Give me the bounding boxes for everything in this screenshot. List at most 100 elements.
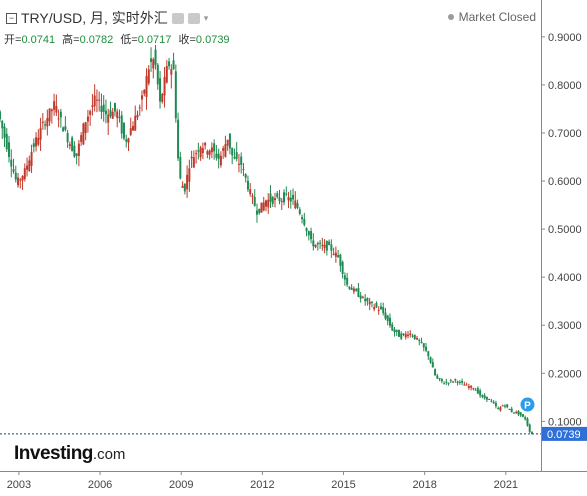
candle-body xyxy=(131,125,134,131)
candle-body xyxy=(91,105,94,108)
candle-body xyxy=(508,408,511,410)
candle-body xyxy=(35,137,38,147)
candle-body xyxy=(168,61,171,67)
candle-body xyxy=(409,333,412,335)
candle-body xyxy=(141,95,144,100)
candle-body xyxy=(393,329,396,332)
candle-body xyxy=(321,244,324,246)
candle-body xyxy=(109,110,112,117)
candle-body xyxy=(373,306,376,310)
candle-body xyxy=(192,157,195,168)
candle-body xyxy=(48,108,51,122)
candle-body xyxy=(465,384,468,386)
candle-body xyxy=(102,104,105,112)
candle-body xyxy=(260,202,263,213)
candle-body xyxy=(515,412,518,414)
candle-body xyxy=(339,254,342,266)
candle-body xyxy=(10,159,13,167)
candle-body xyxy=(303,218,306,225)
candle-body xyxy=(172,60,175,70)
candle-body xyxy=(77,143,80,156)
candle-body xyxy=(422,343,425,348)
candle-body xyxy=(161,93,164,102)
candle-body xyxy=(341,261,344,275)
low-value: 0.0717 xyxy=(137,34,172,46)
open-value: 0.0741 xyxy=(21,34,56,46)
candle-body xyxy=(12,169,15,172)
candle-body xyxy=(461,380,464,383)
candle-body xyxy=(253,197,256,206)
candle-body xyxy=(240,156,243,165)
candle-body xyxy=(134,115,137,131)
candle-body xyxy=(86,116,89,122)
candle-body xyxy=(206,151,209,155)
candle-body xyxy=(447,382,450,384)
candle-body xyxy=(332,253,335,255)
candle-body xyxy=(310,231,313,240)
candle-body xyxy=(73,145,76,157)
last-price-label: 0.0739 xyxy=(547,429,581,441)
candle-body xyxy=(528,424,531,432)
candle-body xyxy=(312,240,315,247)
candle-body xyxy=(145,76,148,97)
candle-body xyxy=(298,209,301,214)
last-price-tag xyxy=(542,426,587,441)
candle-body xyxy=(431,361,434,368)
candle-body xyxy=(474,389,477,391)
candle-body xyxy=(337,255,340,258)
candle-body xyxy=(370,301,373,303)
candle-body xyxy=(84,122,87,134)
candle-body xyxy=(50,109,53,112)
candle-body xyxy=(506,404,509,408)
candle-body xyxy=(357,288,360,297)
candle-body xyxy=(438,378,441,380)
candle-body xyxy=(165,66,168,83)
candle-body xyxy=(44,124,47,126)
candle-body xyxy=(283,192,286,203)
candle-body xyxy=(364,298,367,302)
candle-body xyxy=(400,333,403,339)
candle-body xyxy=(407,334,410,336)
candle-body xyxy=(213,143,216,152)
candle-body xyxy=(388,317,391,326)
chevron-down-icon[interactable]: ▾ xyxy=(203,12,209,23)
candle-body xyxy=(258,208,261,214)
candle-body xyxy=(294,200,297,209)
candle-body xyxy=(476,388,479,394)
candle-body xyxy=(125,139,128,142)
candle-body xyxy=(443,383,446,385)
candle-body xyxy=(449,380,452,382)
candle-body xyxy=(271,197,274,204)
candle-body xyxy=(136,114,139,118)
candle-body xyxy=(0,111,1,120)
candle-body xyxy=(517,411,520,415)
candle-body xyxy=(55,105,58,113)
gear-icon[interactable] xyxy=(187,12,200,24)
candle-body xyxy=(204,142,207,146)
candle-body xyxy=(95,99,98,101)
y-tick-label: 0.8000 xyxy=(548,80,582,92)
candle-body xyxy=(501,405,504,407)
candle-body xyxy=(107,114,110,123)
x-tick-label: 2021 xyxy=(494,479,518,491)
candle-body xyxy=(359,295,362,299)
candle-body xyxy=(323,244,326,248)
candle-body xyxy=(150,58,153,62)
investing-logo: Investing.com xyxy=(14,443,126,464)
candle-body xyxy=(41,121,44,123)
minus-box-icon[interactable]: − xyxy=(6,12,17,24)
candle-body xyxy=(32,143,35,147)
candle-body xyxy=(278,197,281,202)
y-tick-label: 0.7000 xyxy=(548,128,582,140)
candle-body xyxy=(215,153,218,158)
y-tick-label: 0.4000 xyxy=(548,272,582,284)
y-tick-label: 0.9000 xyxy=(548,32,582,44)
x-tick-label: 2012 xyxy=(250,479,274,491)
candle-body xyxy=(120,115,123,134)
candle-body xyxy=(492,401,495,404)
eye-icon[interactable] xyxy=(171,12,184,24)
candle-body xyxy=(519,412,522,416)
candle-body xyxy=(217,153,220,159)
candle-body xyxy=(62,127,65,132)
